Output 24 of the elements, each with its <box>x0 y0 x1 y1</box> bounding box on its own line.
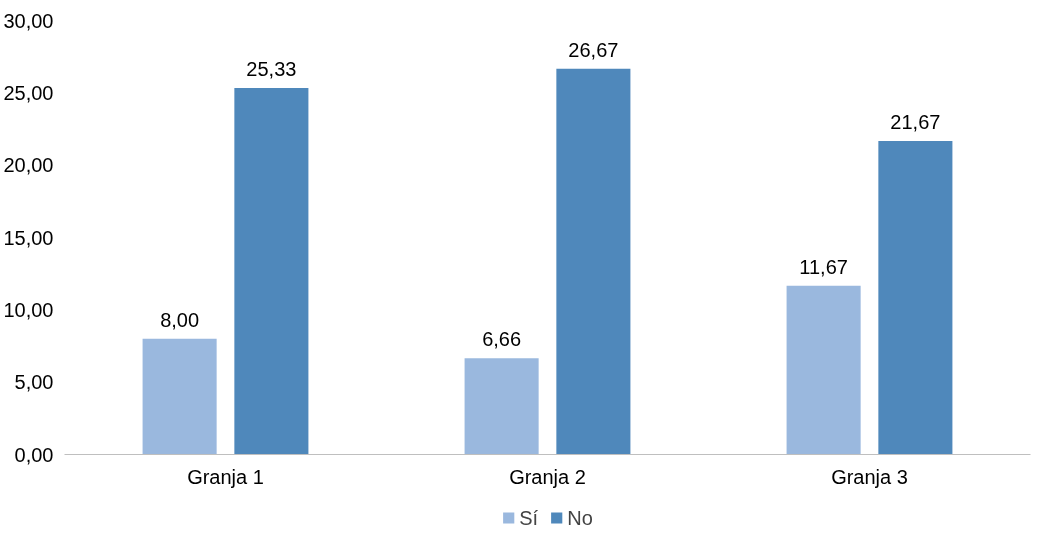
legend-label: No <box>567 506 593 529</box>
x-tick-label: Granja 3 <box>831 465 908 488</box>
data-label: 26,67 <box>568 38 619 61</box>
y-tick-label: 0,00 <box>14 443 54 466</box>
data-label: 8,00 <box>160 308 200 331</box>
y-tick-label: 10,00 <box>3 298 54 321</box>
bar <box>786 285 861 455</box>
data-label: 21,67 <box>890 111 941 134</box>
x-tick-label: Granja 1 <box>187 465 264 488</box>
y-tick-label: 15,00 <box>3 226 54 249</box>
x-tick-label: Granja 2 <box>509 465 586 488</box>
bar <box>878 141 953 455</box>
y-tick-label: 25,00 <box>3 81 54 104</box>
y-tick-label: 20,00 <box>3 154 54 177</box>
legend-label: Sí <box>519 506 540 529</box>
data-label: 25,33 <box>246 58 297 81</box>
bar <box>464 358 539 455</box>
bar <box>556 68 631 455</box>
data-label: 6,66 <box>482 328 522 351</box>
bar <box>234 88 309 455</box>
data-label: 11,67 <box>799 255 848 278</box>
y-tick-label: 30,00 <box>3 9 54 32</box>
y-tick-label: 5,00 <box>14 371 54 394</box>
bar <box>142 338 217 455</box>
